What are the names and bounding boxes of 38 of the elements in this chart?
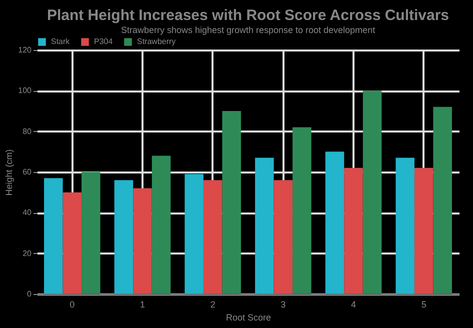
bar bbox=[222, 111, 241, 294]
bar bbox=[433, 106, 452, 294]
bar bbox=[184, 174, 204, 294]
y-tick-label: 60 bbox=[22, 168, 32, 176]
bar bbox=[396, 158, 414, 294]
bar bbox=[362, 90, 382, 294]
y-tick-label: 40 bbox=[22, 208, 32, 218]
x-axis-title: Root Score bbox=[226, 312, 272, 322]
bar bbox=[44, 178, 63, 294]
bar bbox=[255, 158, 274, 294]
legend-label: Strawberry bbox=[137, 37, 176, 46]
x-tick-label: 1 bbox=[140, 300, 146, 310]
y-tick-label: 20 bbox=[22, 248, 32, 258]
bar bbox=[152, 156, 171, 294]
bar bbox=[325, 152, 344, 294]
bar bbox=[292, 127, 312, 294]
chart-subtitle: Strawberry shows highest growth response to root development bbox=[120, 25, 376, 35]
bar bbox=[414, 168, 434, 294]
y-tick-label: 100 bbox=[18, 86, 32, 96]
legend-label: Stark bbox=[51, 37, 71, 46]
y-tick-label: 120 bbox=[18, 46, 32, 54]
bar bbox=[344, 168, 363, 294]
bar bbox=[274, 180, 293, 294]
y-axis-title: Height (cm) bbox=[4, 149, 14, 196]
x-tick-label: 3 bbox=[280, 300, 286, 310]
legend-label: P304 bbox=[94, 37, 114, 46]
bar bbox=[133, 188, 152, 294]
x-tick-label: 2 bbox=[210, 300, 216, 310]
chart-title: Plant Height Increases with Root Score Across Cultivars bbox=[46, 7, 450, 24]
x-tick-label: 5 bbox=[421, 300, 426, 310]
bar bbox=[82, 172, 100, 294]
bar bbox=[203, 180, 222, 294]
y-tick-label: 0 bbox=[27, 290, 32, 298]
y-tick-label: 80 bbox=[22, 126, 32, 136]
bar bbox=[62, 192, 82, 294]
x-tick-label: 4 bbox=[350, 300, 356, 310]
x-tick-label: 0 bbox=[70, 300, 75, 310]
bar bbox=[114, 180, 134, 294]
